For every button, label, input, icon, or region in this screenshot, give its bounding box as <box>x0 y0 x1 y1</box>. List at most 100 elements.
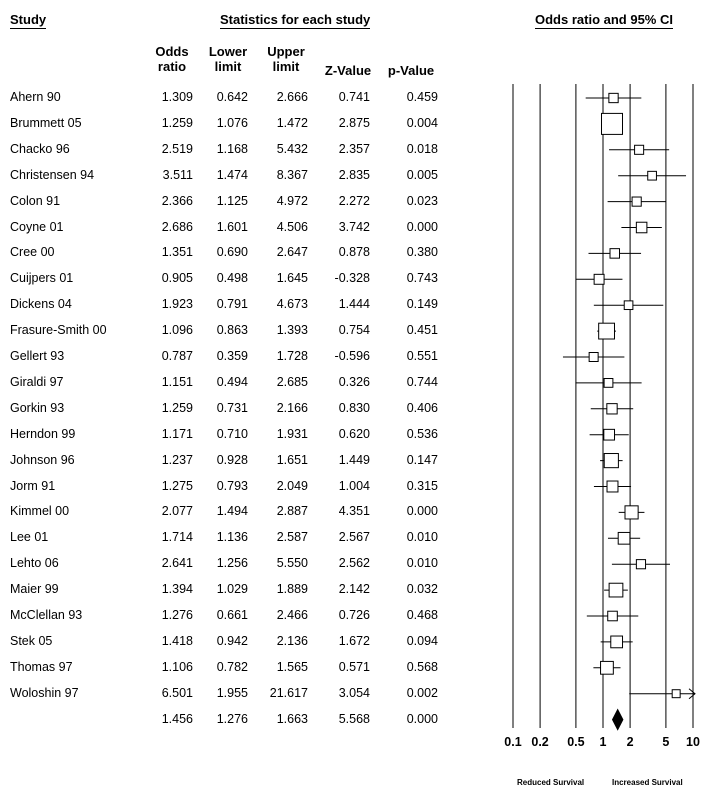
lower-limit-cell: 1.256 <box>216 556 248 571</box>
p-value-cell: 0.002 <box>406 685 438 700</box>
p-value-cell: 0.744 <box>406 374 438 389</box>
upper-limit-cell: 1.663 <box>276 711 308 726</box>
z-value-cell: 0.754 <box>338 323 370 338</box>
lower-limit-column-header: Lower limit <box>204 44 252 74</box>
study-marker <box>603 378 614 388</box>
upper-limit-cell: 2.887 <box>276 504 308 519</box>
study-name-cell: Christensen 94 <box>10 167 95 182</box>
study-marker <box>603 453 619 469</box>
odds-ratio-header-line2: ratio <box>157 59 187 74</box>
p-value-cell: 0.149 <box>406 297 438 312</box>
upper-limit-cell: 8.367 <box>276 167 308 182</box>
ci-arrow <box>688 688 696 700</box>
x-tick-label: 0.5 <box>567 735 585 749</box>
lower-limit-cell: 0.498 <box>216 271 248 286</box>
odds-ratio-header-line1: Odds <box>155 44 189 59</box>
study-name-cell: Johnson 96 <box>10 452 75 467</box>
study-marker <box>588 352 599 362</box>
z-value-cell: 0.726 <box>338 608 370 622</box>
z-value-cell: 1.672 <box>338 633 370 648</box>
lower-limit-cell: 1.125 <box>216 193 248 208</box>
p-value-cell: 0.551 <box>406 349 438 363</box>
summary-diamond <box>611 708 624 731</box>
odds-ratio-cell: 2.077 <box>161 504 193 519</box>
upper-limit-cell: 1.565 <box>276 659 308 674</box>
upper-limit-cell: 1.889 <box>276 582 308 597</box>
lower-limit-cell: 0.782 <box>216 659 248 674</box>
study-name-cell: Lee 01 <box>10 530 49 545</box>
upper-limit-cell: 4.506 <box>276 219 308 234</box>
z-value-cell: 4.351 <box>338 504 370 519</box>
study-marker <box>600 660 614 675</box>
upper-limit-cell: 1.931 <box>276 426 308 441</box>
p-value-cell: 0.568 <box>406 659 438 674</box>
x-tick-label: 2 <box>626 735 634 749</box>
upper-limit-cell: 1.728 <box>276 349 308 363</box>
study-name-cell: Jorm 91 <box>10 478 56 493</box>
p-value-cell: 0.018 <box>406 141 438 156</box>
study-name-cell: Maier 99 <box>10 582 59 597</box>
lower-limit-cell: 1.136 <box>216 530 248 545</box>
upper-limit-cell: 2.666 <box>276 90 308 104</box>
study-name-cell: Thomas 97 <box>10 659 73 674</box>
p-value-column-header: p-Value <box>387 63 435 78</box>
lower-limit-cell: 0.791 <box>216 297 248 312</box>
odds-ratio-cell: 1.151 <box>161 374 193 389</box>
study-marker <box>635 221 648 234</box>
p-value-cell: 0.451 <box>406 323 438 338</box>
study-marker <box>634 144 645 155</box>
odds-ratio-cell: 2.519 <box>161 141 193 156</box>
study-name-cell: Ahern 90 <box>10 90 61 104</box>
z-value-cell: 1.444 <box>338 297 370 312</box>
z-value-cell: -0.596 <box>334 349 370 363</box>
z-value-cell: 2.357 <box>338 141 370 156</box>
p-value-cell: 0.094 <box>406 633 438 648</box>
lower-limit-cell: 0.710 <box>216 426 248 441</box>
z-value-cell: 5.568 <box>338 711 370 726</box>
odds-ratio-cell: 2.641 <box>161 556 193 571</box>
odds-ratio-cell: 1.351 <box>161 245 193 260</box>
upper-limit-cell: 4.673 <box>276 297 308 312</box>
p-value-cell: 0.459 <box>406 90 438 104</box>
p-value-cell: 0.010 <box>406 556 438 571</box>
odds-ratio-cell: 1.309 <box>161 90 193 104</box>
lower-limit-cell: 1.494 <box>216 504 248 519</box>
upper-limit-cell: 5.432 <box>276 141 308 156</box>
increased-survival-label: Increased Survival <box>612 778 683 787</box>
x-tick-label: 10 <box>686 735 700 749</box>
lower-limit-cell: 0.690 <box>216 245 248 260</box>
z-value-cell: 0.878 <box>338 245 370 260</box>
lower-limit-cell: 0.359 <box>216 349 248 363</box>
lower-limit-cell: 0.731 <box>216 400 248 415</box>
odds-ratio-cell: 1.171 <box>161 426 193 441</box>
study-name-cell: Coyne 01 <box>10 219 64 234</box>
odds-ratio-cell: 1.394 <box>161 582 193 597</box>
study-marker <box>631 196 642 207</box>
odds-ratio-cell: 1.456 <box>161 711 193 726</box>
lower-limit-cell: 0.928 <box>216 452 248 467</box>
lower-limit-cell: 0.494 <box>216 374 248 389</box>
study-name-cell: Lehto 06 <box>10 556 59 571</box>
study-name-cell: Chacko 96 <box>10 141 70 156</box>
p-value-cell: 0.147 <box>406 452 438 467</box>
p-value-cell: 0.000 <box>406 504 438 519</box>
upper-limit-cell: 2.647 <box>276 245 308 260</box>
upper-limit-cell: 1.645 <box>276 271 308 286</box>
study-marker <box>607 610 618 622</box>
z-value-cell: 1.004 <box>338 478 370 493</box>
lower-limit-cell: 1.168 <box>216 141 248 156</box>
upper-limit-header-line2: limit <box>272 59 300 74</box>
z-value-cell: 0.741 <box>338 90 370 104</box>
z-value-cell: 2.875 <box>338 115 370 130</box>
p-value-cell: 0.000 <box>406 219 438 234</box>
study-header: Study <box>10 12 47 29</box>
odds-ratio-cell: 1.714 <box>161 530 193 545</box>
p-value-cell: 0.010 <box>406 530 438 545</box>
odds-ratio-cell: 1.276 <box>161 608 193 622</box>
upper-limit-cell: 2.587 <box>276 530 308 545</box>
z-value-cell: 2.562 <box>338 556 370 571</box>
study-marker <box>609 248 621 259</box>
lower-limit-cell: 0.661 <box>216 608 248 622</box>
study-marker <box>608 582 624 598</box>
lower-limit-cell: 0.793 <box>216 478 248 493</box>
